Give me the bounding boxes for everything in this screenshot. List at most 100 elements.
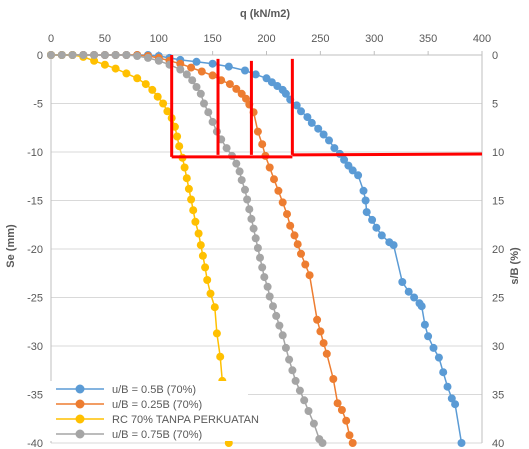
data-point [154, 56, 163, 65]
data-point [210, 303, 219, 312]
data-point [253, 127, 262, 136]
data-point [141, 80, 150, 89]
x-tick-label: 150 [203, 33, 221, 45]
data-point [180, 163, 189, 172]
data-point [451, 400, 460, 409]
data-point [290, 231, 299, 240]
data-point [330, 144, 339, 153]
legend: u/B = 0.5B (70%) u/B = 0.25B (70%) RC 70% … [50, 381, 259, 441]
data-point [182, 70, 191, 79]
y2-tick-label: 10 [492, 147, 504, 159]
data-point [182, 174, 191, 183]
y2-tick-label: 20 [492, 244, 504, 256]
data-point [241, 185, 249, 194]
x-tick-label: 50 [99, 33, 111, 45]
y-tick-label: -25 [27, 293, 43, 305]
data-point [283, 210, 291, 219]
data-point [237, 176, 246, 185]
data-point [256, 253, 264, 262]
data-point [133, 52, 142, 60]
data-point [288, 366, 297, 375]
y-axis-title: Se (mm) [5, 224, 17, 268]
data-point [216, 352, 225, 361]
data-point [57, 51, 66, 59]
data-point [253, 244, 262, 252]
data-point [204, 108, 213, 117]
data-point [301, 260, 310, 269]
data-point [348, 439, 357, 447]
data-point [410, 293, 419, 302]
y2-tick-label: 25 [492, 293, 504, 305]
data-point [232, 84, 241, 93]
data-point [200, 99, 208, 108]
data-point [100, 51, 109, 59]
data-point [192, 83, 201, 91]
data-point [111, 51, 120, 59]
data-point [258, 140, 267, 149]
data-point [194, 229, 203, 238]
data-point [368, 215, 377, 224]
x-axis-title: q (kN/m2) [240, 8, 290, 20]
annotation-line [292, 152, 483, 157]
data-point [291, 376, 300, 385]
data-point [263, 282, 272, 291]
data-point [434, 353, 443, 362]
data-point [295, 386, 304, 395]
tick-labels: 0 0-5 5-10 10-15 15-20 20-25 25-30 30-35 35-40 40… [27, 33, 504, 449]
data-point [309, 419, 318, 428]
data-point [307, 118, 316, 127]
x-tick-label: 400 [473, 33, 491, 45]
legend-entry: u/B = 0.5B (70%) [112, 384, 196, 396]
data-point [251, 234, 260, 243]
data-point [208, 59, 217, 68]
data-point [314, 124, 323, 133]
data-point [269, 302, 277, 311]
data-point [274, 186, 283, 195]
data-point [345, 431, 354, 440]
data-point [361, 196, 370, 205]
data-point [184, 184, 193, 193]
x-tick-label: 300 [365, 33, 383, 45]
data-point [362, 208, 371, 217]
data-point [329, 375, 338, 383]
data-point [398, 278, 407, 286]
legend-entry: u/B = 0.75B (70%) [112, 429, 202, 441]
legend-swatch-marker [75, 414, 85, 424]
y-tick-label: -15 [27, 196, 43, 208]
data-point [348, 166, 357, 175]
data-point [100, 60, 109, 69]
y2-tick-label: 15 [492, 196, 504, 208]
x-tick-label: 350 [419, 33, 437, 45]
data-point [176, 59, 185, 68]
data-point [429, 343, 438, 352]
data-point [439, 368, 448, 377]
data-point [318, 439, 327, 447]
data-point [249, 224, 258, 233]
data-point [148, 85, 157, 94]
data-point [354, 171, 363, 180]
data-point [319, 130, 328, 139]
data-point [260, 273, 269, 282]
data-point [272, 311, 281, 320]
data-point [303, 113, 312, 122]
data-point [196, 89, 205, 98]
data-point [133, 74, 142, 83]
legend-entry: RC 70% TANPA PERKUATAN [112, 414, 259, 426]
series [47, 51, 233, 447]
data-point [285, 355, 294, 364]
y-tick-label: -30 [27, 341, 43, 353]
data-point [258, 263, 267, 272]
data-point [293, 240, 302, 249]
data-point [198, 251, 207, 260]
data-point [270, 175, 278, 184]
x-tick-label: 0 [48, 33, 54, 45]
y2-axis-title: s/B (%) [509, 247, 521, 285]
data-point [322, 349, 331, 358]
data-point [47, 51, 55, 59]
legend-swatch-marker [75, 399, 85, 409]
data-point [187, 63, 196, 72]
data-point [297, 249, 305, 258]
data-point [90, 51, 99, 59]
y-tick-label: -10 [27, 147, 43, 159]
